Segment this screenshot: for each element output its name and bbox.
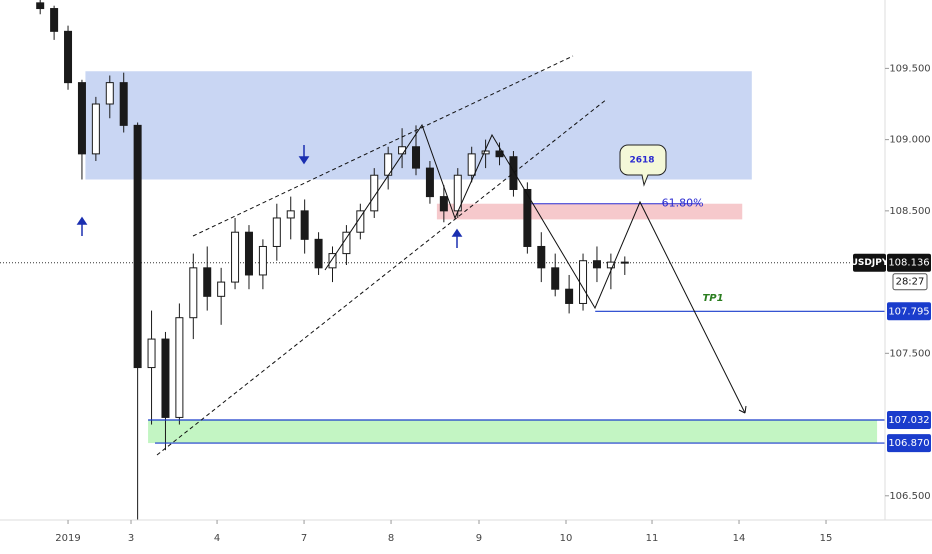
candle-body [119,82,128,126]
fib-label: 61.80% [662,197,704,210]
x-tick-label: 15 [820,533,833,544]
candle-body [314,238,323,269]
y-tick-label: 109.500 [889,63,930,74]
callout-bubble [619,144,667,187]
zigzag [324,123,746,414]
candle-body [579,260,588,304]
x-tick-label: 3 [128,533,134,544]
symbol-label: USDJPY [851,258,889,268]
candle-body [425,167,434,198]
candle-body [481,150,490,155]
candle-body [565,288,574,304]
candle-body [439,196,448,212]
candle-body [523,188,532,247]
candle-body [189,267,198,319]
y-tick-label: 109.000 [889,135,930,146]
axes: 107.795 107.032 106.870 106.500 107.500 108.5… [55,63,931,544]
candle-body [328,253,337,269]
candle-body [286,210,295,219]
symbol-box [853,253,886,272]
candle-body [272,217,281,247]
zone [436,203,743,220]
candle-body [64,30,73,84]
down-arrow-head [298,156,310,165]
candle-body [105,82,114,105]
price-level-box [887,410,931,429]
x-tick-label: 10 [560,533,573,544]
candle-body [592,260,601,269]
candle-body [217,281,226,297]
arrow-head [738,405,747,414]
candle-body [50,8,59,32]
x-tick-label: 14 [733,533,746,544]
x-tick-label: 7 [301,533,307,544]
plot: 61.80% [36,0,885,520]
candle-body [231,231,240,283]
countdown-label: 28:27 [896,277,925,288]
price-level-label: 106.870 [888,438,929,449]
up-arrow-head [76,216,88,225]
y-tick-label: 106.500 [889,491,930,502]
arrows [76,145,463,248]
countdown-box [892,273,928,291]
candle-body [606,261,615,269]
candle-body [509,156,518,190]
candle-body [77,82,86,155]
candle-body [467,153,476,176]
x-tick-label: 11 [646,533,659,544]
candle-body [258,245,267,276]
candle-body [244,231,253,276]
candle-body [91,103,100,155]
price-level-box [887,434,931,453]
candle-body [551,267,560,290]
x-tick-label: 2019 [55,533,80,544]
channel-lower [156,98,608,456]
price-level-label: 107.795 [888,306,929,317]
zone [148,419,878,444]
candle-body [412,146,421,169]
bubble-text: 2618 [629,156,654,166]
candle-body [537,245,546,269]
candle-body [370,174,379,212]
candle-body [620,261,629,264]
last-price-box [887,253,931,272]
candle-body [342,231,351,255]
tp1-label: TP1 [702,293,723,304]
up-arrow-head [451,228,463,237]
candle-body [161,338,170,418]
y-tick-label: 108.500 [889,206,930,217]
x-tick-label: 9 [476,533,482,544]
price-level-label: 107.032 [888,415,929,426]
candle-body [36,2,45,10]
last-price-label: 108.136 [888,258,929,269]
candle-body [203,267,212,297]
price-level-box [887,302,931,321]
candle-body [147,338,156,369]
drawings [156,55,747,456]
y-tick-label: 107.500 [889,348,930,359]
x-tick-label: 8 [388,533,394,544]
candle-body [300,210,309,240]
channel-upper [192,55,574,237]
candle-body [133,124,142,369]
x-tick-label: 4 [214,533,220,544]
candle-body [175,317,184,418]
